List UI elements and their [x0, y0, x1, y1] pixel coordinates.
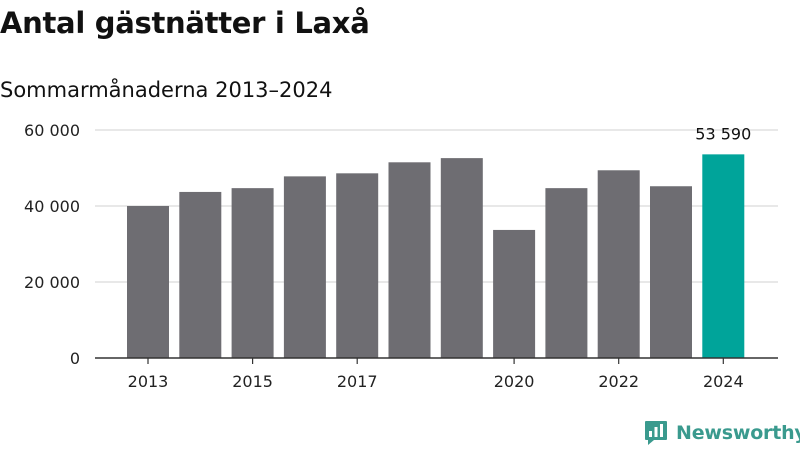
bar [493, 229, 536, 358]
bar [127, 206, 169, 358]
bar [336, 173, 379, 358]
bar [702, 154, 745, 358]
bar [650, 186, 692, 358]
bar [597, 170, 640, 358]
x-tick-label: 2015 [232, 372, 273, 391]
chart-subtitle: Sommarmånaderna 2013–2024 [0, 78, 333, 102]
bars [127, 154, 745, 358]
labels: 0 20 000 40 000 60 000 53 590 2013 2015 2017 202… [24, 121, 751, 391]
x-tick-label: 2017 [337, 372, 378, 391]
y-tick-label: 40 000 [24, 197, 80, 216]
y-tick-label: 60 000 [24, 121, 80, 140]
bar [388, 162, 431, 358]
x-axis [95, 357, 778, 364]
bar [179, 191, 222, 358]
bar [231, 188, 274, 358]
brand: Newsworthy [644, 418, 800, 448]
newsworthy-chart-logo-icon [645, 421, 667, 445]
y-tick-label: 20 000 [24, 273, 80, 292]
y-tick-label: 0 [70, 349, 80, 368]
bar [283, 176, 326, 358]
bar [440, 158, 483, 358]
data-label: 53 590 [695, 124, 751, 143]
brand-name: Newsworthy [676, 422, 800, 444]
chart-title: Antal gästnätter i Laxå [0, 6, 370, 40]
x-tick-label: 2013 [128, 372, 169, 391]
x-tick-label: 2024 [703, 372, 744, 391]
x-tick-label: 2022 [598, 372, 639, 391]
bar [545, 188, 588, 358]
x-tick-label: 2020 [494, 372, 535, 391]
